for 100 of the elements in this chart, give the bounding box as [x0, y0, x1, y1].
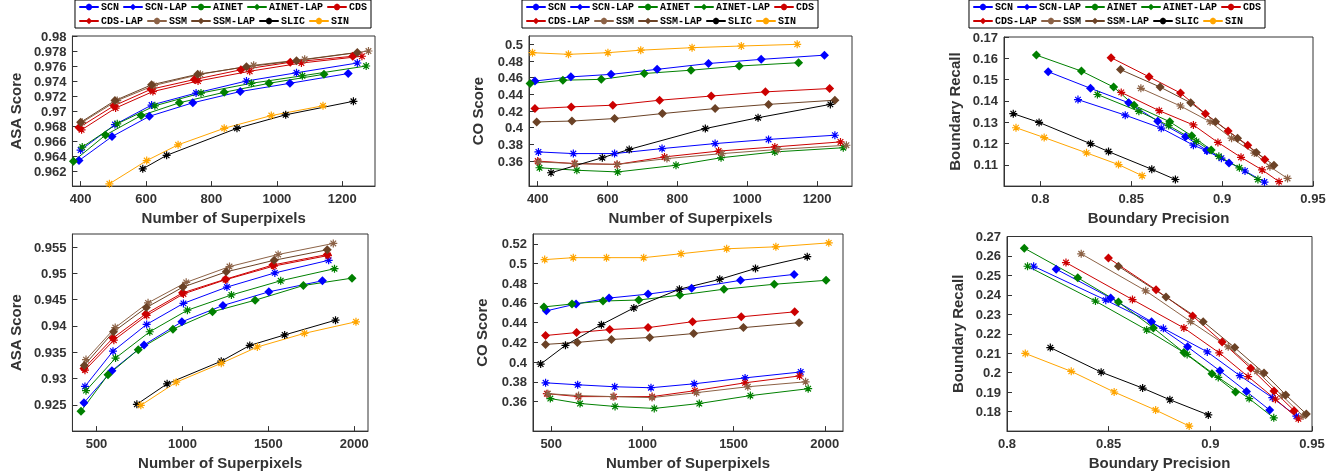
legend-label: SIN	[331, 15, 350, 27]
legend-label: SCN	[100, 1, 119, 13]
y-tick-label: 0.25	[975, 267, 1001, 283]
legend-label: SLIC	[728, 15, 753, 27]
legend-label: SCN-LAP	[1038, 1, 1082, 13]
y-axis-title: CO Score	[469, 76, 486, 146]
x-tick-label: 2000	[810, 436, 840, 452]
legend-label: CDS	[796, 1, 815, 13]
x-axis-title: Number of Superpixels	[605, 454, 771, 471]
legend-label: SLIC	[281, 15, 306, 27]
legend-label: AINET-LAP	[716, 1, 771, 13]
legend-label: CDS-LAP	[100, 15, 143, 27]
x-axis-title: Number of Superpixels	[608, 209, 773, 226]
y-tick-label: 0.925	[33, 397, 67, 413]
y-tick-label: 0.52	[501, 236, 527, 252]
y-tick-label: 0.935	[33, 344, 67, 360]
y-tick-label: 0.955	[33, 239, 67, 255]
x-tick-label: 1000	[262, 191, 292, 207]
legend-label: SSM	[168, 15, 188, 27]
y-tick-label: 0.48	[497, 53, 523, 69]
y-tick-label: 0.44	[497, 86, 524, 102]
x-tick-label: 500	[540, 436, 563, 452]
x-tick-label: 0.95	[1299, 436, 1325, 452]
x-tick-label: 400	[69, 191, 92, 207]
y-tick-label: 0.13	[972, 114, 998, 130]
x-tick-label: 400	[526, 191, 549, 207]
y-tick-label: 0.48	[501, 275, 527, 291]
y-tick-label: 0.14	[972, 93, 999, 109]
legend-label: CDS	[349, 1, 368, 13]
legend-label: AINET-LAP	[1163, 1, 1218, 13]
legend-label: AINET	[660, 1, 691, 13]
y-tick-label: 0.12	[972, 136, 998, 151]
x-tick-label: 1200	[802, 191, 832, 207]
y-tick-label: 0.19	[975, 384, 1001, 400]
x-tick-label: 1000	[167, 436, 197, 452]
y-tick-label: 0.945	[33, 292, 67, 308]
x-tick-label: 800	[666, 191, 689, 207]
y-tick-label: 0.18	[975, 404, 1001, 420]
y-tick-label: 0.97	[41, 103, 67, 119]
x-axis-title: Boundary Precision	[1088, 454, 1231, 471]
x-tick-label: 1000	[732, 191, 762, 207]
y-axis-title: ASA Score	[7, 294, 24, 372]
y-tick-label: 0.4	[508, 354, 528, 370]
legend-label: SIN	[778, 15, 797, 27]
y-tick-label: 0.15	[972, 72, 998, 88]
x-axis-title: Number of Superpixels	[138, 454, 303, 471]
x-tick-label: 2000	[339, 436, 369, 452]
y-axis-title: Boundary Recall	[945, 52, 963, 171]
x-tick-label: 0.8	[1031, 191, 1050, 207]
x-tick-label: 0.9	[1201, 436, 1220, 452]
y-tick-label: 0.42	[501, 334, 527, 350]
y-tick-label: 0.46	[497, 70, 523, 86]
x-tick-label: 1200	[327, 191, 357, 207]
y-tick-label: 0.95	[41, 265, 67, 281]
y-tick-label: 0.966	[33, 133, 67, 149]
y-tick-label: 0.962	[33, 163, 67, 179]
y-tick-label: 0.968	[33, 118, 67, 134]
y-tick-label: 0.38	[497, 136, 523, 152]
legend-label: CDS	[1243, 1, 1262, 13]
legend-label: CDS-LAP	[994, 15, 1037, 27]
y-tick-label: 0.46	[501, 295, 527, 311]
y-tick-label: 0.24	[975, 287, 1002, 303]
x-tick-label: 600	[596, 191, 619, 207]
y-tick-label: 0.38	[501, 374, 527, 390]
x-tick-label: 0.9	[1213, 191, 1232, 207]
y-tick-label: 0.974	[33, 73, 68, 89]
legend-label: AINET	[213, 1, 244, 13]
y-tick-label: 0.94	[41, 318, 68, 334]
y-axis-title: Boundary Recall	[948, 274, 966, 393]
y-tick-label: 0.964	[33, 148, 68, 164]
x-tick-label: 800	[200, 191, 223, 207]
y-tick-label: 0.42	[497, 103, 523, 119]
legend-label: SSM	[1062, 15, 1082, 27]
y-tick-label: 0.11	[973, 157, 998, 173]
y-tick-label: 0.22	[975, 326, 1001, 342]
y-tick-label: 0.26	[975, 248, 1001, 264]
y-tick-label: 0.978	[33, 43, 67, 59]
legend-label: SSM	[615, 15, 635, 27]
y-tick-label: 0.16	[972, 50, 998, 66]
y-tick-label: 0.2	[982, 365, 1001, 381]
y-tick-label: 0.98	[41, 28, 67, 44]
y-tick-label: 0.976	[33, 58, 67, 74]
y-tick-label: 0.93	[41, 371, 67, 387]
y-axis-title: CO Score	[473, 298, 490, 367]
legend-label: SCN	[547, 1, 566, 13]
y-tick-label: 0.36	[501, 394, 527, 410]
y-tick-label: 0.4	[504, 120, 524, 136]
x-tick-label: 1500	[719, 436, 749, 452]
y-tick-label: 0.5	[504, 36, 523, 52]
legend-label: CDS-LAP	[547, 15, 590, 27]
y-axis-title: ASA Score	[7, 72, 24, 150]
legend-label: SSM-LAP	[213, 15, 256, 27]
legend-label: AINET-LAP	[269, 1, 324, 13]
y-tick-label: 0.5	[508, 256, 527, 272]
x-tick-label: 0.85	[1118, 191, 1144, 207]
y-tick-label: 0.972	[33, 88, 67, 104]
legend-label: SIN	[1225, 15, 1244, 27]
x-axis-title: Boundary Precision	[1087, 209, 1230, 226]
legend-label: SSM-LAP	[660, 15, 703, 27]
x-tick-label: 1500	[253, 436, 283, 452]
